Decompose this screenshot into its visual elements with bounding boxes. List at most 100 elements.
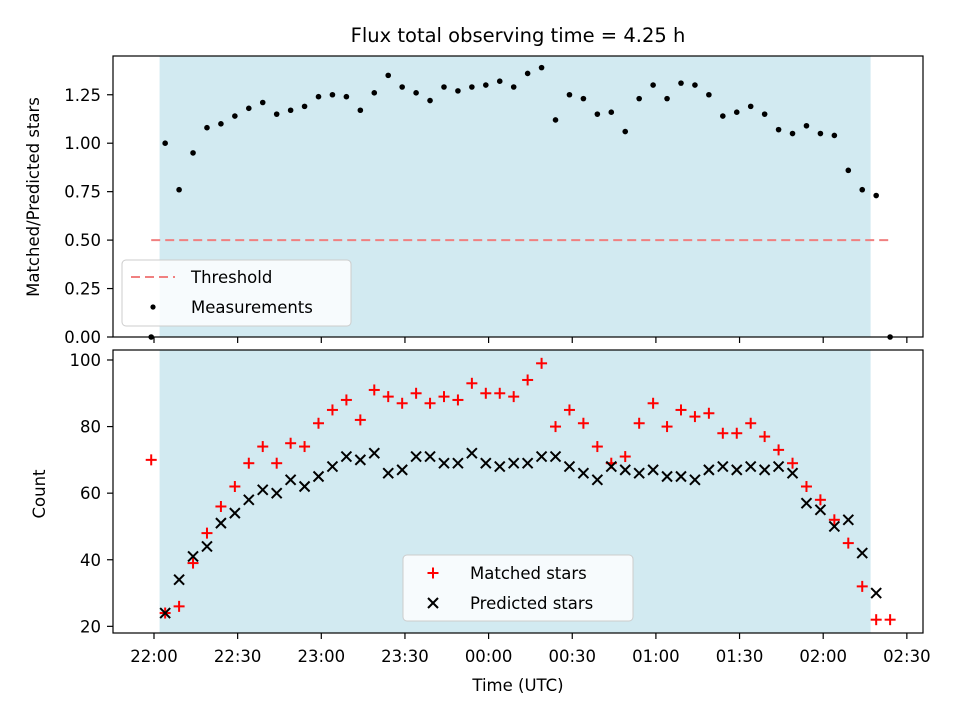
measurement-point — [287, 107, 294, 114]
measurement-point — [650, 82, 656, 88]
measurement-point — [455, 88, 461, 94]
top-legend: Threshold Measurements — [121, 259, 352, 327]
legend-predicted-swatch — [427, 597, 439, 609]
measurement-point — [385, 72, 392, 79]
predicted-star-point — [396, 464, 408, 476]
x-tick-label: 02:30 — [883, 647, 931, 666]
x-tick-label: 00:30 — [548, 647, 596, 666]
legend-measurements-label: Measurements — [191, 298, 313, 317]
measurement-point — [469, 84, 475, 90]
predicted-star-point — [201, 540, 213, 553]
bottom-legend: Matched stars Predicted stars — [402, 554, 634, 622]
matched-star-point — [201, 527, 213, 539]
top-x-axis-ticks — [153, 337, 908, 343]
measurement-point — [831, 132, 838, 139]
bottom-y-axis-label: Count — [30, 469, 49, 519]
x-tick-label: 23:00 — [298, 647, 346, 666]
measurement-point — [817, 130, 824, 137]
measurement-point — [859, 186, 866, 193]
predicted-star-point — [605, 460, 617, 473]
x-tick-label: 00:00 — [465, 647, 513, 666]
matched-star-point — [354, 414, 366, 426]
matched-star-point — [508, 391, 520, 403]
bottom-axes-frame — [112, 349, 924, 634]
bottom-y-tick-label: 60 — [80, 484, 101, 503]
predicted-star-point — [410, 450, 422, 463]
predicted-star-point — [703, 464, 715, 476]
top-legend-box — [121, 259, 352, 327]
matched-star-point — [731, 427, 743, 439]
predicted-star-point — [452, 457, 464, 469]
matched-star-point — [299, 441, 311, 453]
matched-star-point — [326, 404, 338, 416]
predicted-star-point — [772, 460, 785, 473]
measurements-points — [148, 64, 893, 340]
predicted-star-point — [480, 457, 492, 469]
matched-star-point — [285, 437, 297, 449]
predicted-star-point — [173, 574, 185, 586]
matched-star-point — [187, 557, 199, 569]
measurement-point — [706, 91, 712, 98]
matched-star-point — [884, 614, 896, 626]
matched-stars-points — [145, 357, 896, 626]
matched-star-point — [577, 417, 589, 429]
top-y-tick-label: 0.75 — [64, 183, 101, 202]
predicted-star-point — [661, 470, 673, 483]
legend-matched-label: Matched stars — [470, 564, 587, 583]
predicted-star-point — [340, 450, 353, 463]
matched-star-point — [257, 441, 269, 453]
matched-star-point — [563, 404, 575, 416]
top-y-axis-label: Matched/Predicted stars — [24, 97, 43, 297]
predicted-star-point — [257, 484, 269, 496]
predicted-star-point — [814, 504, 827, 516]
predicted-star-point — [549, 450, 562, 463]
x-tick-label: 02:00 — [799, 647, 847, 666]
matched-star-point — [522, 374, 534, 386]
matched-star-point — [313, 417, 325, 429]
matched-star-point — [145, 454, 157, 466]
measurement-point — [678, 80, 684, 86]
matched-star-point — [856, 580, 868, 592]
measurement-point — [803, 122, 810, 129]
predicted-star-point — [591, 474, 604, 486]
measurement-point — [664, 95, 670, 102]
bottom-legend-box — [402, 554, 634, 622]
measurement-point — [483, 82, 489, 88]
measurement-point — [371, 90, 378, 96]
bottom-y-tick-label: 20 — [80, 617, 101, 636]
measurement-point — [761, 111, 768, 117]
predicted-star-point — [368, 447, 380, 459]
top-axes-frame — [112, 55, 924, 338]
predicted-star-point — [633, 467, 645, 479]
predicted-star-point — [229, 507, 241, 519]
predicted-star-point — [758, 464, 771, 476]
bottom-y-axis-ticks: 20 40 60 80 100 — [70, 351, 113, 636]
measurement-point — [622, 128, 629, 135]
matched-star-point — [787, 457, 799, 469]
measurement-point — [259, 99, 266, 106]
predicted-star-point — [744, 460, 757, 473]
measurement-point — [315, 93, 322, 100]
predicted-star-point — [438, 457, 450, 469]
matched-star-point — [717, 427, 729, 439]
legend-predicted-label: Predicted stars — [470, 594, 593, 613]
measurement-point — [441, 84, 447, 90]
matched-star-point — [828, 514, 840, 526]
matched-star-point — [591, 441, 603, 453]
matched-star-point — [452, 394, 464, 406]
matched-star-point — [675, 404, 687, 416]
matched-star-point — [424, 397, 436, 409]
chart-title: Flux total observing time = 4.25 h — [351, 24, 686, 47]
predicted-star-point — [786, 467, 799, 479]
predicted-star-point — [521, 457, 534, 469]
measurement-point — [273, 111, 280, 117]
predicted-star-point — [215, 517, 227, 529]
measurement-point — [873, 192, 879, 199]
top-y-tick-label: 1.25 — [64, 86, 101, 105]
matched-star-point — [340, 394, 352, 406]
measurement-point — [552, 117, 559, 123]
predicted-star-point — [270, 487, 283, 499]
legend-measurements-swatch — [150, 304, 156, 310]
matched-star-point — [800, 481, 812, 493]
matched-star-point — [550, 421, 562, 433]
